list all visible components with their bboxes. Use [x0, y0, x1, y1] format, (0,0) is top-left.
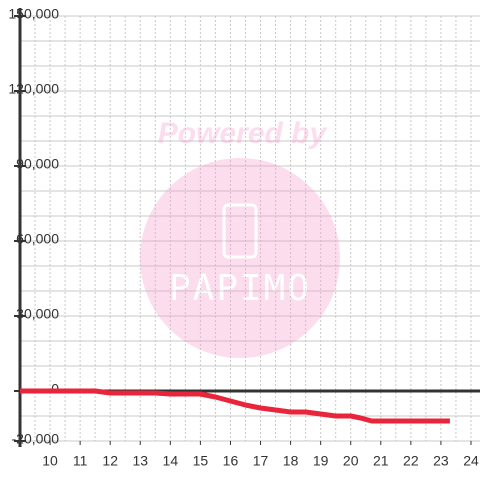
x-tick-label: 20	[343, 453, 359, 469]
data-line	[20, 388, 450, 424]
watermark-title: Powered by	[158, 117, 328, 150]
x-tick-label: 21	[373, 453, 389, 469]
x-tick-label: 17	[253, 453, 269, 469]
watermark-logo: PAPIMO	[169, 268, 311, 309]
x-tick-label: 14	[163, 453, 179, 469]
x-tick-label: 23	[433, 453, 449, 469]
x-tick-label: 22	[403, 453, 419, 469]
x-tick-label: 13	[132, 453, 148, 469]
x-tick-label: 16	[223, 453, 239, 469]
x-tick-label: 12	[102, 453, 118, 469]
watermark: Powered by PAPIMO	[140, 117, 340, 358]
y-tick-label: 60,000	[16, 231, 59, 247]
x-tick-label: 24	[463, 453, 479, 469]
y-tick-label: 30,000	[16, 306, 59, 322]
x-tick-label: 19	[313, 453, 329, 469]
x-tick-label: 11	[73, 453, 88, 469]
x-tick-label: 18	[283, 453, 299, 469]
watermark-circle	[140, 158, 340, 358]
y-tick-label: 90,000	[16, 156, 59, 172]
y-tick-label: 120,000	[8, 81, 59, 97]
watermark-phone	[222, 203, 258, 259]
y-tick-label: -20,000	[12, 431, 60, 447]
y-tick-label: 150,000	[8, 6, 59, 22]
x-tick-label: 10	[42, 453, 58, 469]
x-tick-label: 15	[193, 453, 209, 469]
